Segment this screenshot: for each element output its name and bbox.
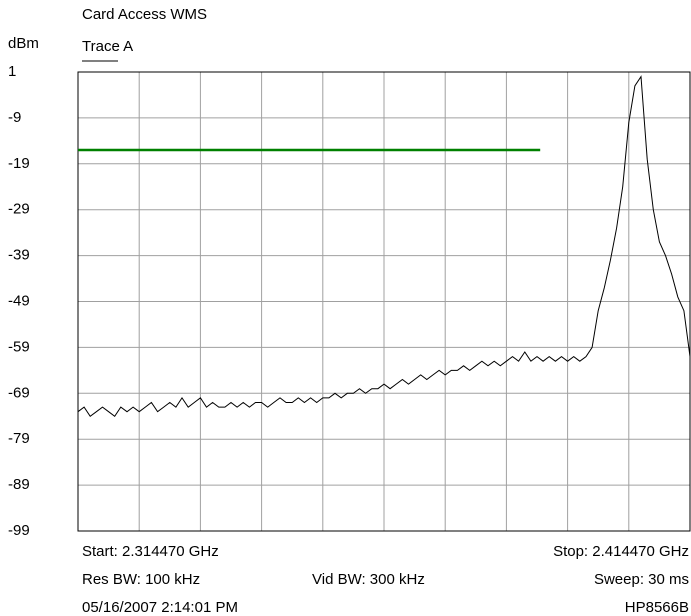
plot-frame xyxy=(77,71,691,532)
vid-bw-label: Vid BW: 300 kHz xyxy=(312,571,425,588)
instrument-label: HP8566B xyxy=(625,599,689,616)
chart-title: Card Access WMS xyxy=(82,6,207,23)
stop-label: Stop: 2.414470 GHz xyxy=(553,543,689,560)
y-axis-label: dBm xyxy=(8,35,39,52)
legend-label: Trace A xyxy=(82,38,133,55)
y-tick-label: -19 xyxy=(8,155,30,172)
y-tick-label: -9 xyxy=(8,109,21,126)
y-tick-label: -29 xyxy=(8,201,30,218)
sweep-label: Sweep: 30 ms xyxy=(594,571,689,588)
timestamp-label: 05/16/2007 2:14:01 PM xyxy=(82,599,238,616)
y-tick-label: -59 xyxy=(8,338,30,355)
y-tick-label: -89 xyxy=(8,476,30,493)
y-tick-label: -99 xyxy=(8,522,30,539)
start-label: Start: 2.314470 GHz xyxy=(82,543,219,560)
y-tick-label: 1 xyxy=(8,63,16,80)
res-bw-label: Res BW: 100 kHz xyxy=(82,571,200,588)
y-tick-label: -69 xyxy=(8,384,30,401)
y-tick-label: -79 xyxy=(8,430,30,447)
y-tick-label: -39 xyxy=(8,247,30,264)
trace-line xyxy=(77,75,691,418)
y-tick-label: -49 xyxy=(8,292,30,309)
